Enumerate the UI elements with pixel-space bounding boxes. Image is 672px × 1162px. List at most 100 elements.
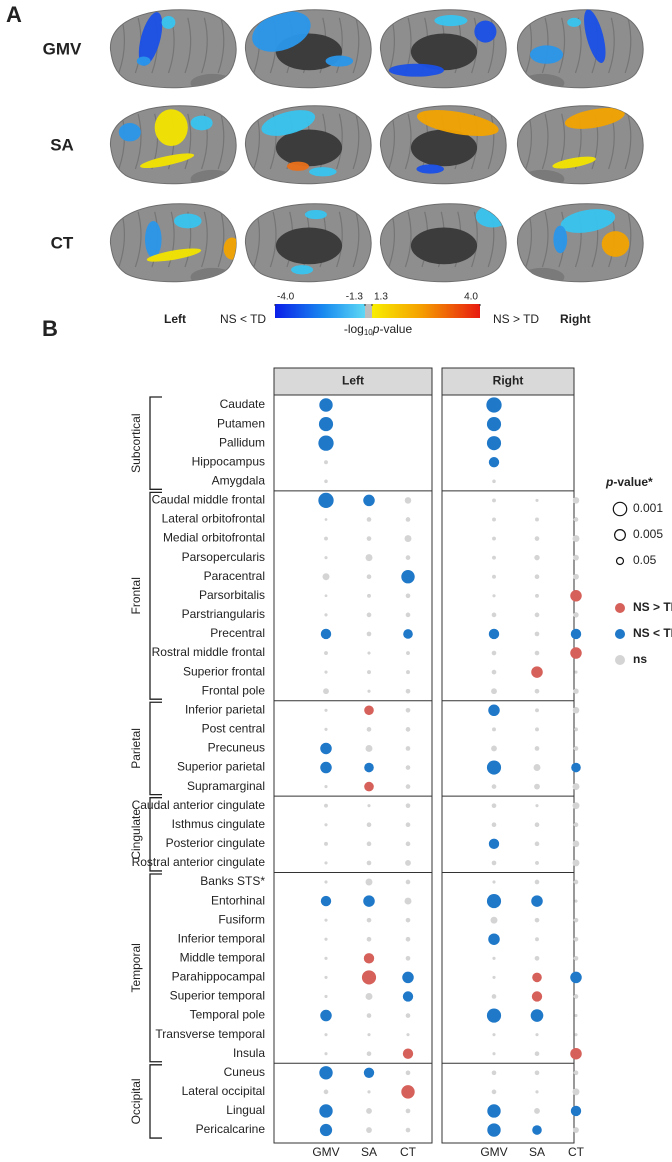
dot	[572, 859, 580, 867]
dot	[324, 708, 328, 712]
dot	[573, 936, 579, 942]
x-tick-label: CT	[568, 1145, 585, 1159]
sulcus	[352, 17, 360, 74]
dot	[405, 746, 411, 751]
dot	[366, 841, 372, 847]
dot	[366, 612, 372, 618]
dot	[534, 1051, 540, 1057]
dot	[488, 628, 500, 640]
measure-label: GMV	[43, 39, 82, 58]
dot	[486, 436, 502, 451]
dot	[406, 1033, 410, 1037]
dot	[570, 1105, 582, 1117]
dot	[364, 781, 374, 792]
sulcus	[487, 113, 495, 170]
dot	[491, 745, 497, 752]
dot	[367, 670, 371, 675]
title-sub: 10	[364, 328, 373, 337]
region-label: Frontal pole	[202, 683, 266, 697]
dot	[491, 1089, 497, 1095]
dot	[488, 457, 500, 468]
dot	[573, 612, 579, 618]
dot	[486, 894, 502, 909]
dot	[405, 879, 411, 885]
dot	[574, 1013, 578, 1018]
dot	[491, 669, 497, 675]
sulcus	[624, 113, 632, 170]
dot	[534, 746, 540, 751]
dot	[534, 688, 540, 694]
sulcus	[404, 113, 412, 170]
sulcus	[134, 113, 142, 170]
sulcus	[217, 113, 225, 170]
sulcus	[352, 113, 360, 170]
dot	[319, 398, 333, 412]
dot	[404, 897, 412, 905]
dot	[533, 764, 541, 771]
brain-view	[110, 9, 237, 89]
dot	[405, 765, 411, 770]
dot	[324, 518, 328, 521]
brain-view	[110, 105, 237, 185]
dot	[573, 746, 579, 751]
sulcus	[336, 211, 343, 268]
region-label: Rostral middle frontal	[152, 645, 265, 659]
dot	[402, 991, 414, 1002]
facet-panel	[441, 394, 575, 1144]
facet-header	[441, 367, 575, 396]
dot	[534, 879, 540, 885]
dot	[573, 822, 579, 828]
dot	[405, 841, 411, 847]
dot	[319, 1066, 333, 1080]
dot	[535, 1090, 539, 1094]
medial-wall	[410, 227, 478, 265]
sulcus	[336, 113, 343, 170]
surface-patch	[140, 153, 195, 169]
dot	[363, 895, 375, 907]
surface-patch	[223, 237, 237, 260]
dot	[366, 1051, 372, 1057]
surface-patch	[261, 110, 316, 136]
colorbar-positive	[372, 304, 480, 318]
region-label: Paracentral	[204, 569, 265, 583]
surface-patch	[252, 11, 311, 52]
colorbar-title: -log10p-value	[344, 322, 413, 337]
dot	[322, 573, 330, 581]
dot	[366, 860, 372, 866]
group-bracket	[149, 396, 162, 490]
sulcus	[541, 17, 549, 74]
region-label: Medial orbitofrontal	[163, 531, 265, 545]
dot	[363, 1067, 375, 1078]
dot	[534, 1070, 540, 1076]
dot	[366, 631, 372, 637]
region-label: Lingual	[226, 1103, 265, 1117]
title-italic: p	[372, 322, 380, 336]
dot	[320, 761, 332, 774]
surface-patch	[118, 123, 141, 142]
dot	[486, 417, 502, 432]
dot	[573, 994, 579, 999]
dot	[531, 895, 543, 907]
color-legend-label: ns	[633, 652, 647, 666]
region-label: Inferior temporal	[178, 931, 265, 945]
region-label: Parsorbitalis	[199, 588, 265, 602]
x-tick-label: CT	[400, 1145, 417, 1159]
region-label: Precuneus	[208, 741, 265, 755]
surface-patch	[388, 63, 444, 77]
sulcus	[336, 17, 343, 74]
dot	[324, 479, 328, 484]
dot	[366, 917, 372, 923]
region-label: Supramarginal	[187, 779, 265, 793]
sulcus	[487, 17, 495, 74]
group-label: Parietal	[129, 728, 143, 769]
region-label: Superior frontal	[183, 664, 265, 678]
sulcus	[541, 211, 549, 268]
region-label: Hippocampus	[192, 454, 265, 468]
dot	[324, 994, 328, 999]
dot	[535, 860, 539, 865]
region-label: Insula	[233, 1046, 265, 1060]
color-legend-key	[615, 629, 625, 639]
sulcus	[541, 113, 549, 170]
dot	[367, 804, 371, 808]
brain-view	[245, 203, 372, 283]
